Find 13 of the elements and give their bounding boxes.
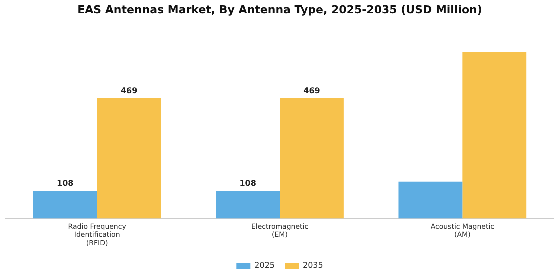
data-label: 108	[57, 179, 74, 188]
bar	[398, 182, 463, 219]
bar	[97, 98, 162, 219]
data-label: 108	[240, 179, 257, 188]
data-label: 469	[120, 86, 138, 96]
bar	[280, 98, 344, 219]
legend-label: 2035	[303, 261, 324, 270]
legend-label: 2025	[254, 261, 275, 270]
bar	[33, 191, 98, 219]
chart-title: EAS Antennas Market, By Antenna Type, 2025-2035 (USD Million)	[78, 3, 482, 16]
bar	[462, 52, 527, 219]
data-label: 469	[304, 86, 321, 96]
bar	[216, 191, 280, 219]
